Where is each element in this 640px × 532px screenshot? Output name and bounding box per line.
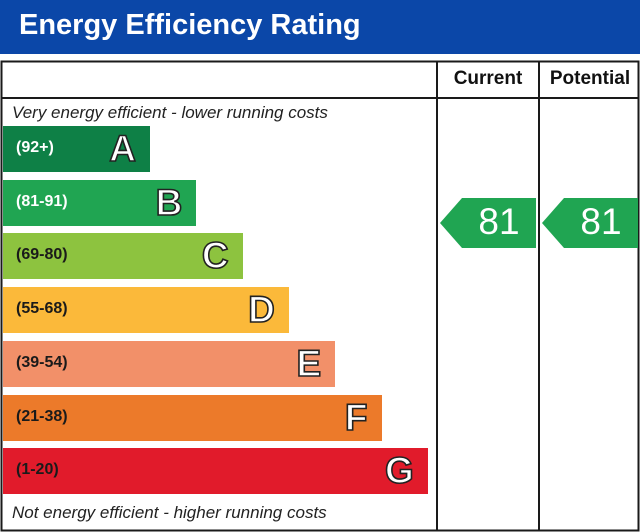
band-letter-label: B [155, 181, 183, 224]
band-a: (92+) A [3, 126, 150, 172]
band-f: (21-38) F [3, 394, 382, 441]
potential-rating-value: 81 [580, 200, 622, 242]
band-range-label: (39-54) [16, 353, 68, 371]
band-range-label: (21-38) [16, 407, 68, 425]
band-e: (39-54) E [3, 340, 336, 387]
current-arrow [440, 197, 536, 248]
rating-frame [0, 60, 640, 532]
band-letter-label: D [247, 288, 275, 331]
chart-title: Energy Efficiency Rating [19, 9, 361, 41]
band-range-label: (69-80) [16, 246, 68, 264]
band-letter-label: E [296, 342, 322, 385]
band-range-label: (1-20) [16, 461, 59, 479]
band-letter-label: F [344, 396, 368, 439]
current-column-header: Current [453, 68, 523, 89]
band-range-label: (55-68) [16, 300, 68, 318]
band-g: (1-20) G [3, 448, 428, 495]
potential-arrow-shape [542, 197, 638, 248]
top-efficiency-note: Very energy efficient - lower running co… [12, 103, 328, 122]
band-b: (81-91) B [3, 179, 197, 226]
band-letter-label: A [108, 127, 136, 170]
band-letter-label: G [384, 449, 414, 492]
band-range-label: (81-91) [16, 192, 68, 210]
band-letter-label: C [201, 235, 229, 278]
bottom-efficiency-note: Not energy efficient - higher running co… [12, 503, 327, 522]
frame-lines [0, 60, 640, 532]
potential-column-header: Potential [549, 68, 631, 89]
title-bar: Energy Efficiency Rating [0, 0, 640, 54]
band-d: (55-68) D [3, 287, 289, 334]
current-rating-value: 81 [478, 200, 520, 242]
potential-arrow [542, 197, 638, 248]
band-c: (69-80) C [3, 233, 243, 280]
band-range-label: (92+) [16, 139, 54, 156]
current-arrow-shape [440, 197, 536, 248]
